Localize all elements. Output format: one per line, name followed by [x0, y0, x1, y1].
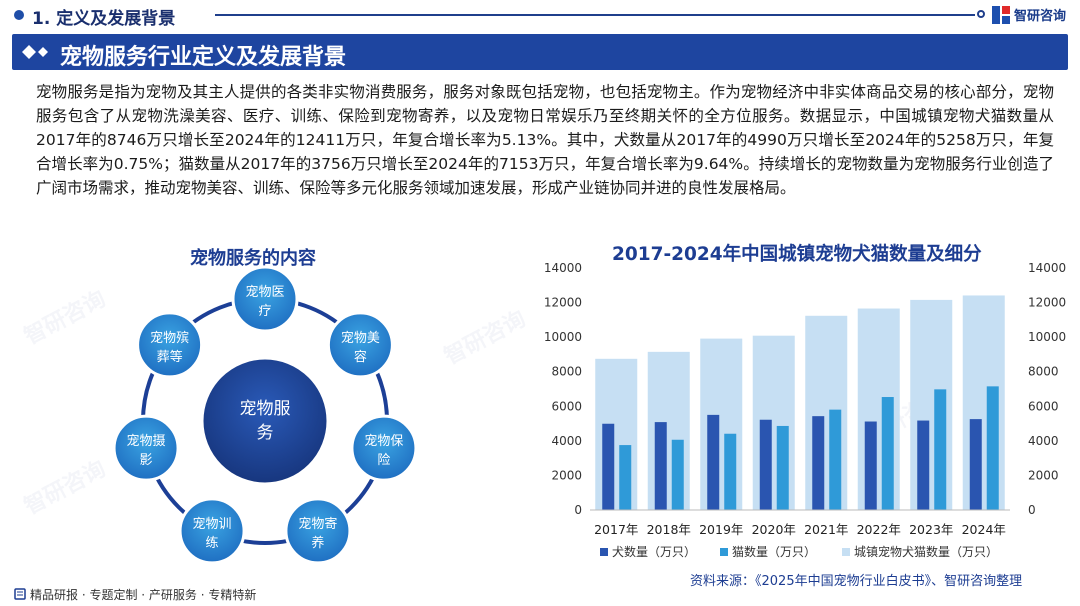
bar-dog: [654, 422, 667, 510]
bar-cat: [776, 425, 789, 510]
diagram-title: 宠物服务的内容: [190, 248, 316, 269]
diagram-node-label: 宠物殡: [150, 330, 189, 346]
bar-cat: [881, 397, 894, 510]
brand-name: 智研咨询: [1013, 9, 1066, 24]
legend-label: 城镇宠物犬猫数量（万只）: [854, 544, 998, 559]
bar-dog: [917, 420, 930, 510]
bar-cat: [986, 386, 999, 510]
x-tick-label: 2017年: [594, 522, 638, 537]
y-tick-label-right: 8000: [1028, 365, 1059, 379]
x-tick-label: 2023年: [909, 522, 953, 537]
x-tick-label: 2019年: [699, 522, 743, 537]
y-tick-label-left: 2000: [551, 468, 582, 482]
diagram-center-line2: 务: [257, 423, 274, 443]
diagram-center-line1: 宠物服: [240, 399, 291, 419]
watermark: 智研咨询: [20, 286, 110, 350]
y-tick-label-right: 4000: [1028, 434, 1059, 448]
legend-item: 犬数量（万只）: [600, 544, 696, 559]
diagram-node-label: 影: [140, 453, 153, 468]
diagram-node: 宠物美容: [326, 311, 394, 379]
diamond-bullets-icon: [22, 45, 48, 59]
header-divider: [215, 14, 975, 16]
bar-cat: [724, 433, 737, 510]
diagram-node-label: 宠物摄: [127, 433, 166, 449]
legend-item: 城镇宠物犬猫数量（万只）: [842, 544, 998, 559]
diagram-node-label: 宠物医: [245, 284, 284, 300]
diagram-node-label: 疗: [258, 304, 271, 319]
diagram-node-label: 养: [311, 535, 324, 551]
y-tick-label-right: 6000: [1028, 399, 1059, 413]
y-tick-label-left: 8000: [551, 365, 582, 379]
diagram-node-label: 宠物保: [364, 433, 403, 449]
legend-label: 猫数量（万只）: [732, 544, 816, 559]
y-tick-label-right: 14000: [1028, 261, 1066, 275]
x-tick-label: 2020年: [752, 522, 796, 537]
data-source: 资料来源：《2025年中国宠物行业白皮书》、智研咨询整理: [690, 574, 1023, 589]
diagram-node-label: 宠物训: [193, 516, 232, 532]
bar-dog: [969, 419, 982, 510]
bar-dog: [864, 421, 877, 510]
brand-logo-icon: [991, 5, 1010, 24]
y-tick-label-left: 4000: [551, 434, 582, 448]
x-tick-label: 2024年: [962, 522, 1006, 537]
bar-dog: [707, 414, 720, 510]
y-tick-label-left: 0: [574, 503, 582, 517]
divider-end-icon: [977, 10, 985, 18]
y-tick-label-right: 10000: [1028, 330, 1066, 344]
top-header: 1. 定义及发展背景 智研咨询: [0, 0, 1080, 30]
bar-cat: [829, 409, 842, 510]
chart-title: 2017-2024年中国城镇宠物犬猫数量及细分: [612, 244, 982, 265]
legend-swatch: [842, 548, 850, 556]
watermark: 智研咨询: [440, 306, 530, 370]
x-tick-label: 2018年: [647, 522, 691, 537]
diagram-node: 宠物寄养: [284, 497, 352, 565]
x-tick-label: 2022年: [857, 522, 901, 537]
y-tick-label-right: 12000: [1028, 296, 1066, 310]
diagram-node-label: 练: [206, 536, 219, 551]
bar-dog: [812, 416, 825, 510]
footer: 精品研报 · 专题定制 · 产研服务 · 专精特新: [0, 584, 1080, 606]
section-dot-icon: [14, 10, 24, 20]
pet-population-chart: 0 0 2000 2000 4000 4000 6000 6000 8000 8000 10000 1…: [544, 261, 1066, 559]
bar-dog: [759, 419, 772, 510]
y-tick-label-left: 10000: [544, 330, 582, 344]
footer-links: 精品研报 · 专题定制 · 产研服务 · 专精特新: [30, 588, 257, 602]
diagram-node-label: 宠物寄: [298, 516, 337, 532]
intro-paragraph: 宠物服务是指为宠物及其主人提供的各类非实物消费服务，服务对象既包括宠物，也包括宠…: [36, 83, 1054, 197]
y-tick-label-left: 6000: [551, 399, 582, 413]
brand-logo: 智研咨询: [991, 5, 1066, 24]
title-banner: 宠物服务行业定义及发展背景: [12, 34, 1068, 70]
bar-cat: [619, 445, 632, 510]
y-tick-label-right: 2000: [1028, 468, 1059, 482]
bar-dog: [602, 423, 615, 510]
y-tick-label-left: 12000: [544, 296, 582, 310]
legend-item: 猫数量（万只）: [720, 544, 816, 559]
report-icon: [14, 588, 26, 600]
bar-cat: [934, 389, 947, 510]
diagram-node-label: 容: [354, 349, 367, 365]
diagram-node-label: 险: [377, 453, 390, 468]
diagram-center-circle: [200, 356, 330, 486]
watermark: 智研咨询: [20, 456, 110, 520]
bar-cat: [671, 439, 684, 510]
legend-swatch: [720, 548, 728, 556]
y-tick-label-right: 0: [1028, 503, 1036, 517]
x-tick-label: 2021年: [804, 522, 848, 537]
page-title: 宠物服务行业定义及发展背景: [60, 45, 347, 70]
section-title: 1. 定义及发展背景: [32, 9, 176, 29]
y-tick-label-left: 14000: [544, 261, 582, 275]
diagram-node-label: 葬等: [157, 349, 183, 365]
legend-swatch: [600, 548, 608, 556]
diagram-node-label: 宠物美: [341, 330, 380, 346]
legend-label: 犬数量（万只）: [612, 544, 696, 559]
